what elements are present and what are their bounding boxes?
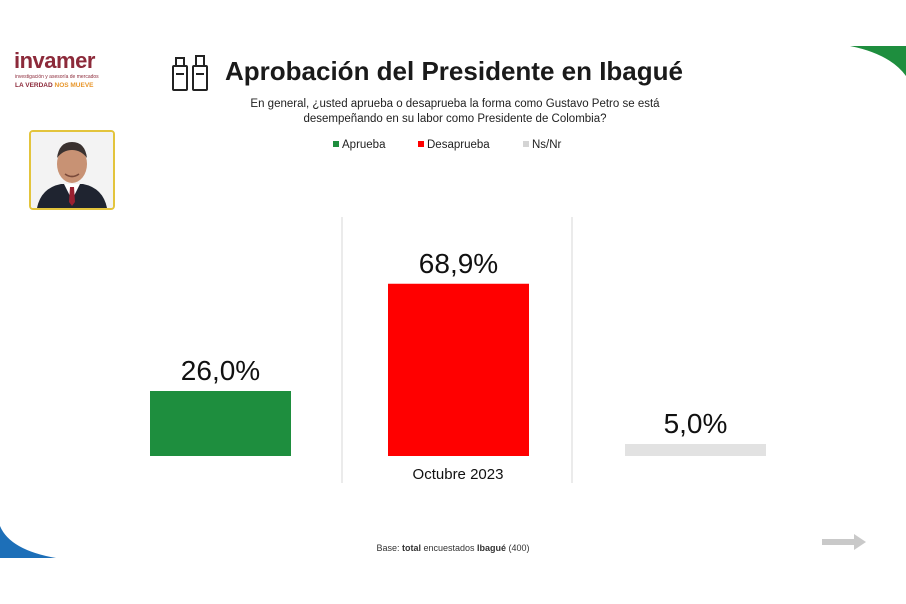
legend-item-aprueba: Aprueba <box>333 139 385 151</box>
data-label-aprueba: 26,0% <box>181 355 260 386</box>
legend-label-nsnr: Ns/Nr <box>532 139 562 151</box>
ballot-box-icon <box>172 55 208 91</box>
data-label-nsnr: 5,0% <box>664 408 728 439</box>
survey-question: En general, ¿usted aprueba o desaprueba … <box>250 98 660 125</box>
president-portrait-icon <box>29 130 115 210</box>
legend-swatch-desaprueba <box>418 141 424 147</box>
legend-label-aprueba: Aprueba <box>342 139 386 151</box>
chart-legend: Aprueba Desaprueba Ns/Nr <box>0 139 906 155</box>
legend-label-desaprueba: Desaprueba <box>427 139 490 151</box>
legend-item-nsnr: Ns/Nr <box>523 139 561 151</box>
bar-desaprueba <box>388 283 529 456</box>
brand-logo: invamer investigación y asesoría de merc… <box>12 48 102 92</box>
footer-middle: encuestados <box>420 543 478 553</box>
corner-accent-top-right <box>850 46 906 76</box>
x-tick-label: Octubre 2023 <box>413 466 504 483</box>
corner-accent-bottom-left <box>0 526 56 558</box>
brand-tagline-accent: NOS MUEVE <box>54 82 94 89</box>
page-title: Aprobación del Presidente en Ibagué <box>225 56 683 86</box>
footer-bold-city: Ibagué <box>477 543 507 553</box>
legend-swatch-nsnr <box>523 141 529 147</box>
footer-base-note: Base: total encuestados Ibagué (400) <box>0 543 906 553</box>
footer-suffix: (400) <box>506 543 530 553</box>
brand-name: invamer <box>14 48 95 73</box>
brand-tagline: LA VERDAD NOS MUEVE <box>15 82 94 89</box>
brand-subtitle: investigación y asesoría de mercados <box>15 74 99 80</box>
arrow-right-icon[interactable] <box>822 534 866 550</box>
legend-swatch-aprueba <box>333 141 339 147</box>
data-label-desaprueba: 68,9% <box>419 248 498 279</box>
brand-tagline-main: LA VERDAD <box>15 82 53 89</box>
bar-nsnr <box>625 444 766 456</box>
bar-aprueba <box>150 391 291 456</box>
footer-prefix: Base: <box>376 543 402 553</box>
legend-item-desaprueba: Desaprueba <box>418 139 490 151</box>
footer-bold-total: total <box>401 543 421 553</box>
